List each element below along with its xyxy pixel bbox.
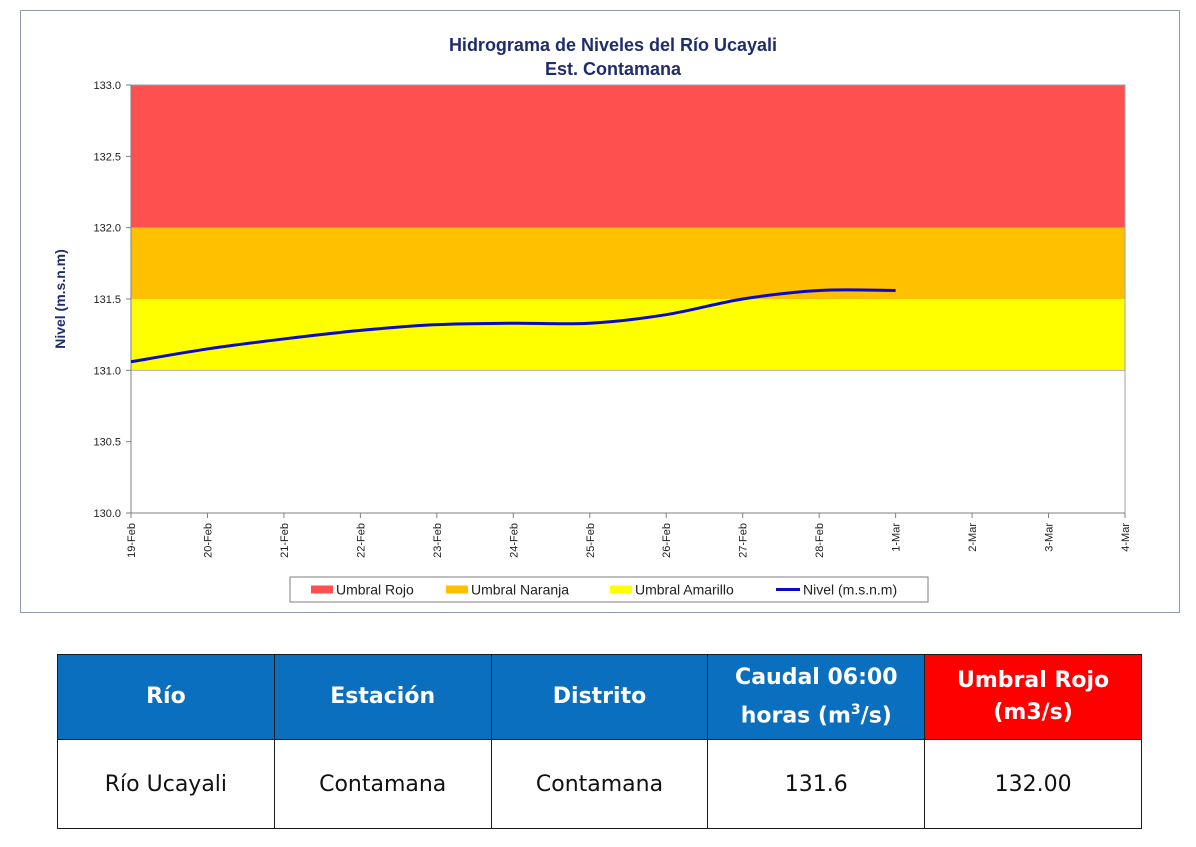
header-umbral-line1: Umbral Rojo bbox=[957, 668, 1110, 693]
header-caudal: Caudal 06:00 horas (m3/s) bbox=[707, 654, 926, 740]
legend: Umbral Rojo Umbral Naranja Umbral Amarillo… bbox=[289, 576, 929, 603]
band-umbral-rojo bbox=[131, 85, 1125, 228]
y-tick-label: 132.5 bbox=[93, 151, 121, 163]
y-tick-label: 130.0 bbox=[93, 508, 121, 520]
legend-swatch bbox=[446, 585, 468, 594]
y-tick-label: 132.0 bbox=[93, 223, 121, 235]
header-caudal-line2-post: /s) bbox=[860, 703, 892, 729]
x-tick-label: 2-Mar bbox=[967, 523, 979, 552]
legend-label: Nivel (m.s.n.m) bbox=[803, 582, 897, 598]
header-caudal-line1: Caudal 06:00 bbox=[735, 664, 898, 690]
x-tick-label: 19-Feb bbox=[126, 523, 138, 558]
x-tick-label: 3-Mar bbox=[1044, 523, 1056, 552]
y-axis-label: Nivel (m.s.n.m) bbox=[52, 249, 68, 349]
chart-subtitle: Est. Contamana bbox=[545, 59, 682, 79]
cell-caudal: 131.6 bbox=[707, 739, 926, 829]
cell-umbral: 132.00 bbox=[924, 739, 1142, 829]
threshold-bands bbox=[131, 85, 1125, 371]
header-caudal-sup: 3 bbox=[850, 701, 861, 718]
x-tick-label: 27-Feb bbox=[738, 523, 750, 558]
x-tick-label: 4-Mar bbox=[1120, 523, 1132, 552]
y-tick-label: 131.5 bbox=[93, 294, 121, 306]
legend-label: Umbral Rojo bbox=[336, 582, 414, 598]
band-umbral-amarillo bbox=[131, 299, 1125, 371]
cell-distrito: Contamana bbox=[490, 739, 709, 829]
y-tick-label: 131.0 bbox=[93, 365, 121, 377]
header-umbral-rojo: Umbral Rojo (m3/s) bbox=[924, 654, 1142, 740]
hydrograph-chart: Hidrograma de Niveles del Río Ucayali Es… bbox=[52, 35, 1132, 603]
table-header-row: Río Estación Distrito Caudal 06:00 horas… bbox=[57, 654, 1142, 740]
x-tick-label: 26-Feb bbox=[661, 523, 673, 558]
legend-label: Umbral Naranja bbox=[471, 582, 569, 598]
legend-swatch bbox=[610, 585, 632, 594]
header-caudal-line2-pre: horas (m bbox=[740, 703, 851, 729]
legend-box bbox=[289, 576, 929, 603]
cell-rio: Río Ucayali bbox=[57, 739, 275, 829]
legend-swatch bbox=[311, 585, 333, 594]
header-rio: Río bbox=[57, 654, 275, 740]
y-tick-label: 130.5 bbox=[93, 437, 121, 449]
x-tick-label: 21-Feb bbox=[279, 523, 291, 558]
header-estacion: Estación bbox=[273, 654, 492, 740]
band-umbral-naranja bbox=[131, 227, 1125, 299]
header-umbral-line2: (m3/s) bbox=[993, 700, 1073, 725]
x-tick-label: 28-Feb bbox=[814, 523, 826, 558]
table-row: Río Ucayali Contamana Contamana 131.6 13… bbox=[57, 739, 1142, 829]
axes: 130.0 130.5 131.0 131.5 132.0 132.5 133.0 19-Fe… bbox=[93, 80, 1132, 558]
header-distrito: Distrito bbox=[490, 654, 709, 740]
x-tick-label: 20-Feb bbox=[202, 523, 214, 558]
x-tick-label: 22-Feb bbox=[355, 523, 367, 558]
chart-title: Hidrograma de Niveles del Río Ucayali bbox=[449, 35, 777, 55]
chart-frame: Hidrograma de Niveles del Río Ucayali Es… bbox=[20, 10, 1180, 613]
x-tick-label: 23-Feb bbox=[432, 523, 444, 558]
cell-estacion: Contamana bbox=[273, 739, 492, 829]
legend-label: Umbral Amarillo bbox=[635, 582, 734, 598]
x-tick-label: 1-Mar bbox=[891, 523, 903, 552]
x-tick-label: 24-Feb bbox=[508, 523, 520, 558]
x-tick-label: 25-Feb bbox=[585, 523, 597, 558]
y-tick-label: 133.0 bbox=[93, 80, 121, 92]
river-data-table: Río Estación Distrito Caudal 06:00 horas… bbox=[57, 654, 1142, 829]
series-layer bbox=[130, 288, 896, 364]
